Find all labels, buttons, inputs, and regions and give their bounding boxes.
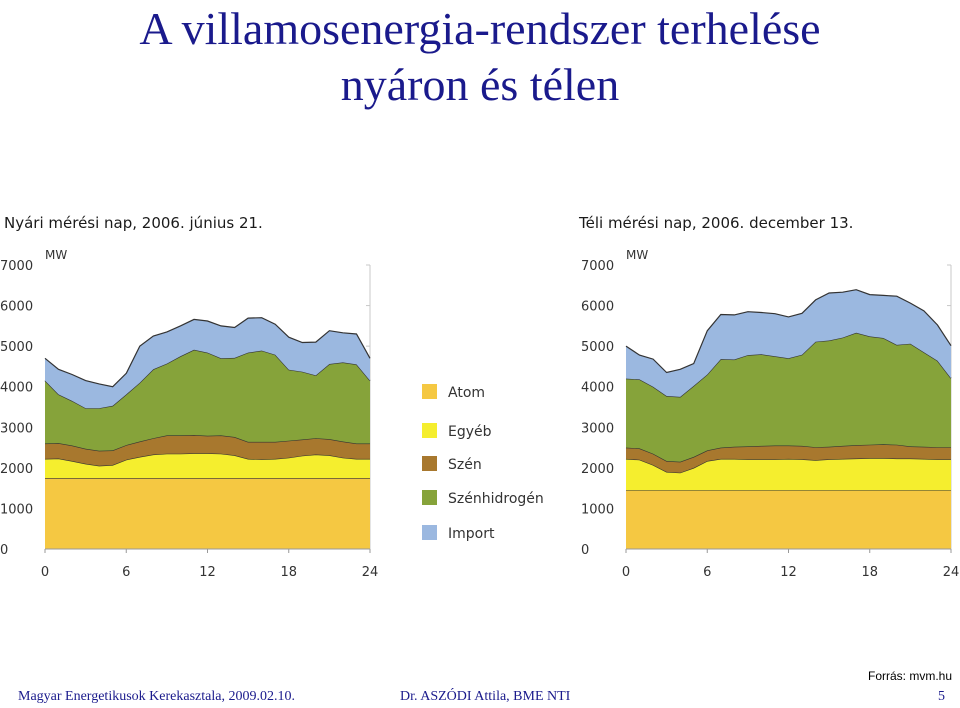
area-szénhidrogén [45,349,370,451]
area-line-import [625,289,952,374]
area-szén [626,444,951,473]
legend-label-szénhidrogén: Szénhidrogén [448,491,544,507]
y-tick-label: 0 [0,543,8,558]
area-line-import [44,317,371,388]
title-line-1: A villamosenergia-rendszer terhelése [139,3,821,54]
x-tick-label: 0 [41,565,49,580]
y-tick-label: 1000 [581,502,614,517]
legend-swatch-egyéb [422,423,437,438]
x-tick-label: 24 [362,565,379,580]
y-unit-label: MW [45,248,67,262]
footer-event: Magyar Energetikusok Kerekasztala, 2009.… [18,689,295,704]
y-tick-label: 3000 [0,421,33,436]
area-import [45,317,370,409]
y-tick-label: 5000 [0,340,33,355]
y-tick-label: 7000 [0,259,33,274]
x-tick-label: 24 [943,565,960,580]
charts-canvas: Nyári mérési nap, 2006. június 21. MW 0 100… [0,214,959,580]
area-import [626,289,951,397]
y-tick-label: 6000 [0,300,33,315]
x-tick-label: 12 [199,565,216,580]
chart-title: Nyári mérési nap, 2006. június 21. [4,214,263,232]
y-unit-label: MW [626,248,648,262]
page-number: 5 [938,689,945,704]
legend-swatch-szén [422,456,437,471]
x-tick-label: 0 [622,565,630,580]
legend-label-szén: Szén [448,457,482,473]
legend-label-egyéb: Egyéb [448,424,492,440]
legend-label-atom: Atom [448,385,485,401]
x-tick-label: 6 [122,565,130,580]
x-tick-label: 6 [703,565,711,580]
page-title: A villamosenergia-rendszer terhelése nyá… [0,0,960,112]
x-tick-label: 18 [280,565,297,580]
area-atom [45,478,370,549]
y-tick-label: 6000 [581,300,614,315]
y-tick-label: 0 [581,543,589,558]
y-tick-label: 7000 [581,259,614,274]
area-szén [45,435,370,466]
x-tick-label: 18 [861,565,878,580]
title-line-2: nyáron és télen [340,59,620,110]
y-tick-label: 5000 [581,340,614,355]
legend-swatch-szénhidrogén [422,490,437,505]
winter-chart: Téli mérési nap, 2006. december 13. MW 0 10… [578,214,959,580]
chart-title: Téli mérési nap, 2006. december 13. [578,214,853,232]
x-tick-label: 12 [780,565,797,580]
legend-swatch-atom [422,384,437,399]
y-tick-label: 4000 [581,381,614,396]
y-tick-label: 4000 [0,381,33,396]
chart-legend: Atom Egyéb Szén Szénhidrogén Import [422,384,544,542]
source-note: Forrás: mvm.hu [868,669,953,683]
area-egyéb [45,453,370,478]
summer-chart: Nyári mérési nap, 2006. június 21. MW 0 100… [0,214,378,580]
footer-author: Dr. ASZÓDI Attila, BME NTI [400,689,571,704]
legend-swatch-import [422,525,437,540]
y-tick-label: 1000 [0,502,33,517]
area-szénhidrogén [626,332,951,462]
area-egyéb [626,458,951,491]
y-tick-label: 2000 [581,462,614,477]
y-tick-label: 3000 [581,421,614,436]
legend-label-import: Import [448,526,495,542]
y-tick-label: 2000 [0,462,33,477]
area-atom [626,490,951,549]
